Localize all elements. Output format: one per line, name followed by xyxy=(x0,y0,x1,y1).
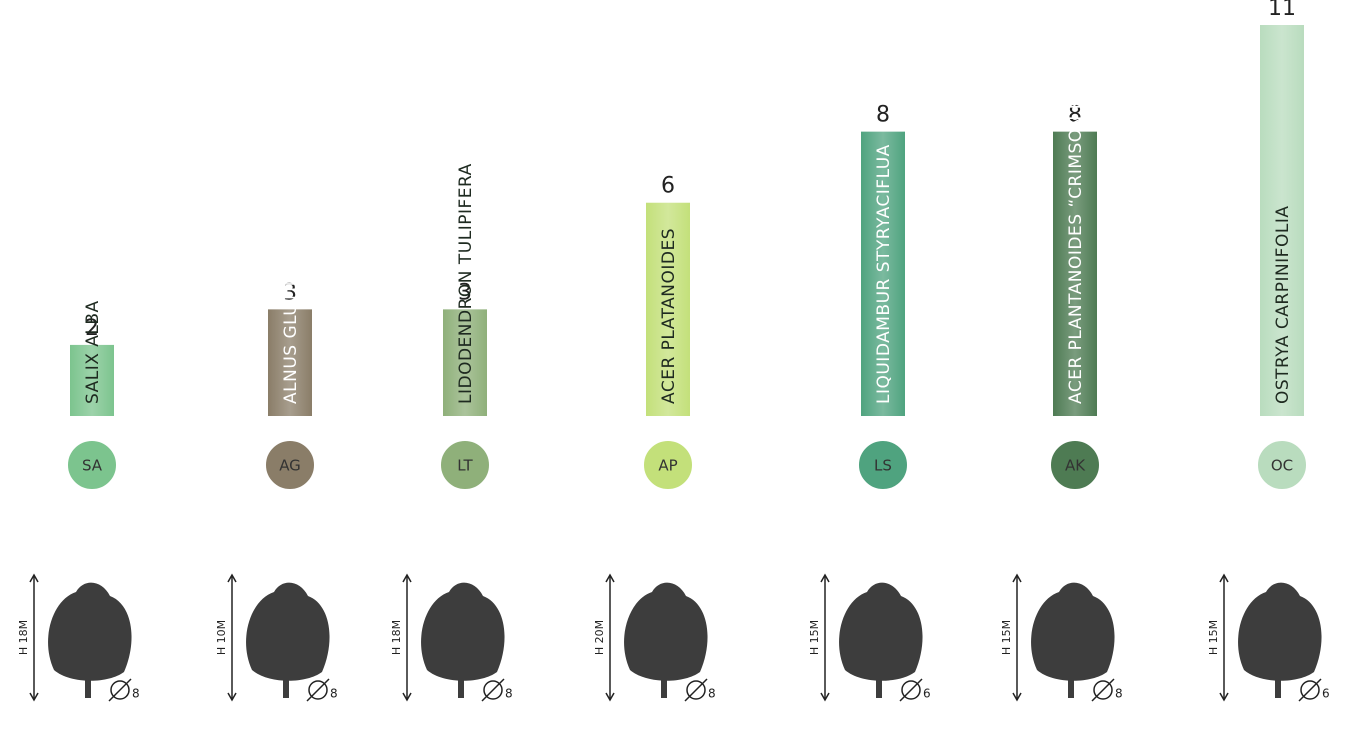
diameter: 8 xyxy=(505,687,513,701)
diameter-slash xyxy=(1091,678,1115,702)
bar xyxy=(70,344,114,416)
height-label: H 15M xyxy=(1000,620,1013,655)
diameter-symbol xyxy=(1093,680,1113,700)
value-label: 2 xyxy=(85,316,99,341)
badge xyxy=(857,439,909,491)
species-name: ALNUS GLUTINOSA xyxy=(281,236,301,404)
diameter: 8 xyxy=(330,687,338,701)
bar xyxy=(1053,131,1097,417)
height-label: H 18M xyxy=(17,620,30,655)
abbreviation: AK xyxy=(1065,457,1086,475)
value-label: 3 xyxy=(283,280,297,305)
species-name: ACER PLANTANOIDES “CRIMSON KING” xyxy=(1066,56,1086,404)
badge xyxy=(1049,439,1101,491)
tree-crown xyxy=(421,582,505,681)
arrow-head xyxy=(1219,573,1229,702)
bar xyxy=(861,131,905,417)
height-label: H 20M xyxy=(593,620,606,655)
abbreviation: OC xyxy=(1271,457,1293,475)
badge xyxy=(642,439,694,491)
height-label: H 18M xyxy=(390,620,403,655)
species-name: SALIX ALBA xyxy=(83,300,103,404)
diameter: 8 xyxy=(132,687,140,701)
diameter-slash xyxy=(684,678,708,702)
tree-crown xyxy=(48,582,132,681)
arrow-head xyxy=(820,573,830,702)
species-name: LIDODENDRON TULIPIFERA xyxy=(456,163,476,404)
arrow-head xyxy=(29,573,39,702)
species-name: ACER PLATANOIDES xyxy=(659,228,679,404)
bar xyxy=(646,202,690,416)
abbreviation: SA xyxy=(82,457,103,475)
badge xyxy=(1256,439,1308,491)
height-label: H 10M xyxy=(215,620,228,655)
species-name: LIQUIDAMBUR STYRYACIFLUA xyxy=(874,144,894,404)
arrow-head xyxy=(227,573,237,702)
diameter-symbol xyxy=(110,680,130,700)
diameter-slash xyxy=(481,678,505,702)
diameter-symbol xyxy=(308,680,328,700)
species-name: OSTRYA CARPINIFOLIA xyxy=(1273,206,1293,404)
badge xyxy=(439,439,491,491)
tree-crown xyxy=(624,582,708,681)
value-label: 3 xyxy=(458,280,472,305)
diameter-slash xyxy=(108,678,132,702)
badge xyxy=(264,439,316,491)
diameter: 6 xyxy=(923,687,931,701)
value-label: 6 xyxy=(661,174,675,199)
value-label: 8 xyxy=(876,103,890,128)
diameter-symbol xyxy=(901,680,921,700)
arrow-head xyxy=(605,573,615,702)
bar xyxy=(268,309,312,416)
bar xyxy=(1260,25,1304,416)
diameter-slash xyxy=(306,678,330,702)
tree-crown xyxy=(1031,582,1115,681)
diameter-symbol xyxy=(686,680,706,700)
badge xyxy=(66,439,118,491)
diameter: 8 xyxy=(1115,687,1123,701)
tree-crown xyxy=(839,582,923,681)
value-label: 11 xyxy=(1268,0,1296,21)
diameter: 8 xyxy=(708,687,716,701)
value-label: 8 xyxy=(1068,103,1082,128)
diameter-slash xyxy=(899,678,923,702)
arrow-head xyxy=(1012,573,1022,702)
tree-crown xyxy=(246,582,330,681)
diameter-symbol xyxy=(1300,680,1320,700)
diameter-slash xyxy=(1298,678,1322,702)
tree-crown xyxy=(1238,582,1322,681)
diameter-symbol xyxy=(483,680,503,700)
abbreviation: AG xyxy=(279,457,301,475)
abbreviation: LS xyxy=(874,457,892,475)
bar xyxy=(443,309,487,416)
arrow-head xyxy=(402,573,412,702)
height-label: H 15M xyxy=(808,620,821,655)
height-label: H 15M xyxy=(1207,620,1220,655)
abbreviation: AP xyxy=(658,457,677,475)
abbreviation: LT xyxy=(457,457,473,475)
diameter: 6 xyxy=(1322,687,1330,701)
